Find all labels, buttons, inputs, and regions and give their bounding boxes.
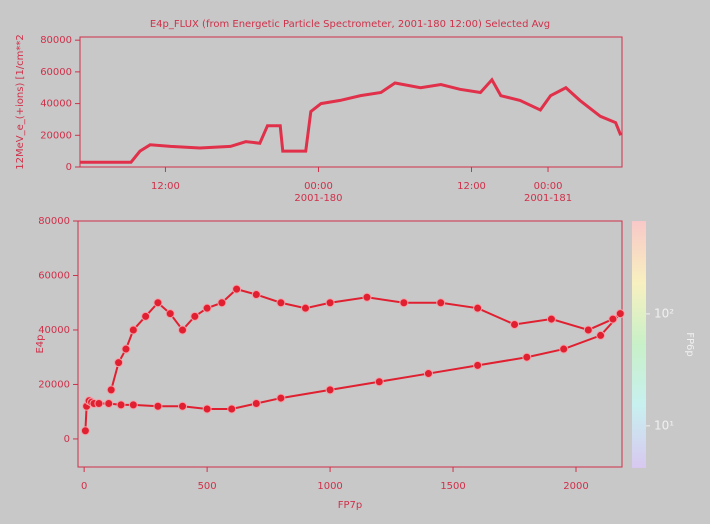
point [276,298,286,308]
plot-frame [77,220,623,468]
y-tick-label: 40000 [38,325,70,336]
x-tick-date: 2001-180 [294,193,342,204]
y-tick-label: 40000 [40,99,72,110]
colorbar-tick-label: 10¹ [654,418,674,432]
point [436,298,446,308]
point [615,309,625,319]
point [251,290,261,300]
point [128,325,138,335]
point [325,385,335,395]
point [300,303,310,313]
point [473,303,483,313]
x-tick-label: 1500 [440,481,465,492]
y-tick-label: 20000 [40,130,72,141]
point [178,325,188,335]
point [559,344,569,354]
y-axis-label: 12MeV_e_(+ions) [1/cm**2 [15,34,26,170]
colorbar [632,221,646,468]
point [94,399,104,409]
colorbar-label: FP6p [684,332,695,357]
point [141,311,151,321]
point [374,377,384,387]
series-line [80,77,623,164]
y-tick-label: 0 [64,434,70,445]
point [608,314,618,324]
point [251,399,261,409]
point [190,311,200,321]
point [202,404,212,414]
x-tick-label: 0 [81,481,87,492]
point [546,314,556,324]
point [232,284,242,294]
point [106,385,116,395]
series-line [84,287,622,431]
x-tick-label: 500 [198,481,217,492]
point [153,401,163,411]
chart-title: E4p_FLUX (from Energetic Particle Spectr… [150,19,550,30]
point [116,400,126,410]
point [362,292,372,302]
point [165,309,175,319]
point [583,325,593,335]
plot-frame [79,36,623,168]
x-tick-label: 1000 [317,481,342,492]
y-tick-label: 80000 [40,35,72,46]
point [178,401,188,411]
point [596,330,606,340]
point [121,344,131,354]
y-tick-label: 0 [66,162,72,173]
point [202,303,212,313]
y-tick-label: 60000 [38,270,70,281]
x-tick-label: 12:00 [151,181,180,192]
point [510,320,520,330]
point [80,426,90,436]
y-tick-label: 20000 [38,379,70,390]
y-tick-label: 60000 [40,67,72,78]
x-tick-label: 00:00 [534,181,563,192]
x-tick-label: 00:00 [304,181,333,192]
x-tick-date: 2001-181 [524,193,572,204]
x-tick-label: 12:00 [457,181,486,192]
point [128,400,138,410]
point [153,298,163,308]
point [276,393,286,403]
point [423,369,433,379]
point [522,352,532,362]
point [399,298,409,308]
point [473,360,483,370]
y-axis-label: E4p [35,334,46,353]
colorbar-tick-label: 10² [654,306,674,320]
point [114,358,124,368]
x-tick-label: 2000 [563,481,588,492]
y-tick-label: 80000 [38,216,70,227]
point [104,399,114,409]
point [227,404,237,414]
point [217,298,227,308]
x-axis-label: FP7p [338,500,363,511]
point [325,298,335,308]
